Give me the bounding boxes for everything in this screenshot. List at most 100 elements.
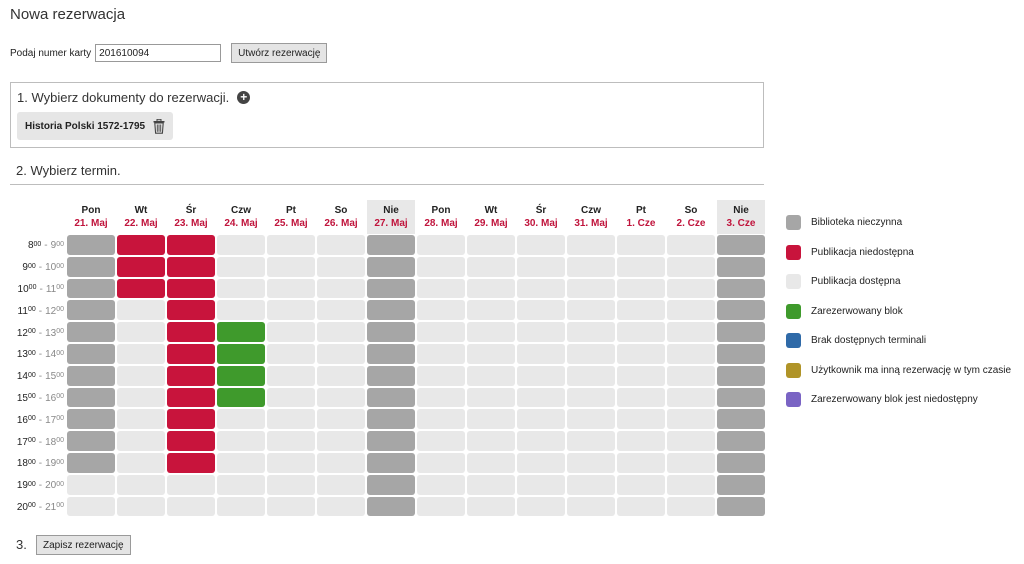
time-slot-available[interactable]: [517, 235, 565, 255]
time-slot-available[interactable]: [667, 365, 715, 386]
time-slot-available[interactable]: [517, 409, 565, 430]
time-slot-available[interactable]: [217, 300, 265, 321]
time-slot-available[interactable]: [517, 496, 565, 517]
time-slot-available[interactable]: [317, 278, 365, 299]
time-slot-closed[interactable]: [717, 343, 765, 364]
time-slot-available[interactable]: [267, 387, 315, 408]
time-slot-available[interactable]: [117, 474, 165, 495]
time-slot-available[interactable]: [667, 387, 715, 408]
time-slot-available[interactable]: [667, 256, 715, 277]
time-slot-available[interactable]: [467, 343, 515, 364]
time-slot-available[interactable]: [567, 365, 615, 386]
time-slot-available[interactable]: [617, 496, 665, 517]
time-slot-closed[interactable]: [367, 278, 415, 299]
time-slot-reserved[interactable]: [217, 387, 265, 408]
time-slot-available[interactable]: [317, 365, 365, 386]
time-slot-available[interactable]: [617, 256, 665, 277]
time-slot-available[interactable]: [317, 235, 365, 255]
time-slot-available[interactable]: [167, 474, 215, 495]
time-slot-available[interactable]: [417, 278, 465, 299]
time-slot-available[interactable]: [67, 496, 115, 517]
time-slot-available[interactable]: [417, 322, 465, 342]
time-slot-available[interactable]: [467, 256, 515, 277]
time-slot-closed[interactable]: [367, 496, 415, 517]
time-slot-unavailable[interactable]: [117, 235, 165, 255]
time-slot-closed[interactable]: [67, 256, 115, 277]
time-slot-available[interactable]: [417, 256, 465, 277]
time-slot-closed[interactable]: [367, 474, 415, 495]
time-slot-available[interactable]: [667, 409, 715, 430]
time-slot-available[interactable]: [467, 431, 515, 451]
time-slot-available[interactable]: [417, 474, 465, 495]
time-slot-available[interactable]: [667, 431, 715, 451]
time-slot-available[interactable]: [467, 300, 515, 321]
time-slot-closed[interactable]: [717, 235, 765, 255]
time-slot-closed[interactable]: [67, 322, 115, 342]
time-slot-closed[interactable]: [67, 235, 115, 255]
time-slot-available[interactable]: [267, 300, 315, 321]
time-slot-available[interactable]: [117, 431, 165, 451]
time-slot-available[interactable]: [617, 235, 665, 255]
time-slot-available[interactable]: [417, 300, 465, 321]
time-slot-reserved[interactable]: [217, 365, 265, 386]
time-slot-available[interactable]: [217, 474, 265, 495]
time-slot-unavailable[interactable]: [167, 365, 215, 386]
time-slot-available[interactable]: [117, 365, 165, 386]
time-slot-available[interactable]: [667, 496, 715, 517]
time-slot-available[interactable]: [417, 235, 465, 255]
time-slot-available[interactable]: [67, 474, 115, 495]
time-slot-closed[interactable]: [717, 300, 765, 321]
time-slot-available[interactable]: [417, 496, 465, 517]
time-slot-available[interactable]: [617, 409, 665, 430]
time-slot-available[interactable]: [517, 278, 565, 299]
time-slot-unavailable[interactable]: [167, 256, 215, 277]
time-slot-available[interactable]: [317, 300, 365, 321]
time-slot-available[interactable]: [467, 474, 515, 495]
trash-icon[interactable]: [153, 118, 165, 134]
time-slot-available[interactable]: [617, 431, 665, 451]
time-slot-available[interactable]: [317, 452, 365, 473]
time-slot-available[interactable]: [417, 452, 465, 473]
time-slot-available[interactable]: [317, 256, 365, 277]
time-slot-available[interactable]: [467, 365, 515, 386]
time-slot-closed[interactable]: [367, 409, 415, 430]
time-slot-available[interactable]: [317, 322, 365, 342]
time-slot-available[interactable]: [117, 387, 165, 408]
time-slot-reserved[interactable]: [217, 343, 265, 364]
time-slot-available[interactable]: [517, 256, 565, 277]
time-slot-available[interactable]: [267, 409, 315, 430]
time-slot-available[interactable]: [467, 278, 515, 299]
time-slot-closed[interactable]: [717, 409, 765, 430]
time-slot-available[interactable]: [617, 278, 665, 299]
time-slot-unavailable[interactable]: [167, 300, 215, 321]
time-slot-available[interactable]: [117, 409, 165, 430]
time-slot-available[interactable]: [217, 409, 265, 430]
time-slot-closed[interactable]: [717, 387, 765, 408]
save-reservation-button[interactable]: Zapisz rezerwację: [36, 535, 131, 555]
time-slot-available[interactable]: [567, 452, 615, 473]
time-slot-available[interactable]: [617, 474, 665, 495]
time-slot-available[interactable]: [617, 343, 665, 364]
time-slot-available[interactable]: [317, 431, 365, 451]
time-slot-available[interactable]: [617, 322, 665, 342]
time-slot-available[interactable]: [267, 235, 315, 255]
time-slot-available[interactable]: [167, 496, 215, 517]
time-slot-closed[interactable]: [367, 300, 415, 321]
time-slot-closed[interactable]: [717, 256, 765, 277]
time-slot-available[interactable]: [417, 365, 465, 386]
time-slot-available[interactable]: [117, 322, 165, 342]
time-slot-available[interactable]: [317, 496, 365, 517]
time-slot-available[interactable]: [667, 300, 715, 321]
time-slot-closed[interactable]: [717, 496, 765, 517]
time-slot-unavailable[interactable]: [167, 387, 215, 408]
time-slot-available[interactable]: [267, 474, 315, 495]
time-slot-available[interactable]: [567, 278, 615, 299]
time-slot-closed[interactable]: [717, 431, 765, 451]
time-slot-available[interactable]: [667, 343, 715, 364]
time-slot-available[interactable]: [467, 235, 515, 255]
time-slot-available[interactable]: [467, 452, 515, 473]
time-slot-available[interactable]: [667, 322, 715, 342]
time-slot-available[interactable]: [517, 343, 565, 364]
time-slot-available[interactable]: [567, 409, 615, 430]
time-slot-available[interactable]: [667, 452, 715, 473]
